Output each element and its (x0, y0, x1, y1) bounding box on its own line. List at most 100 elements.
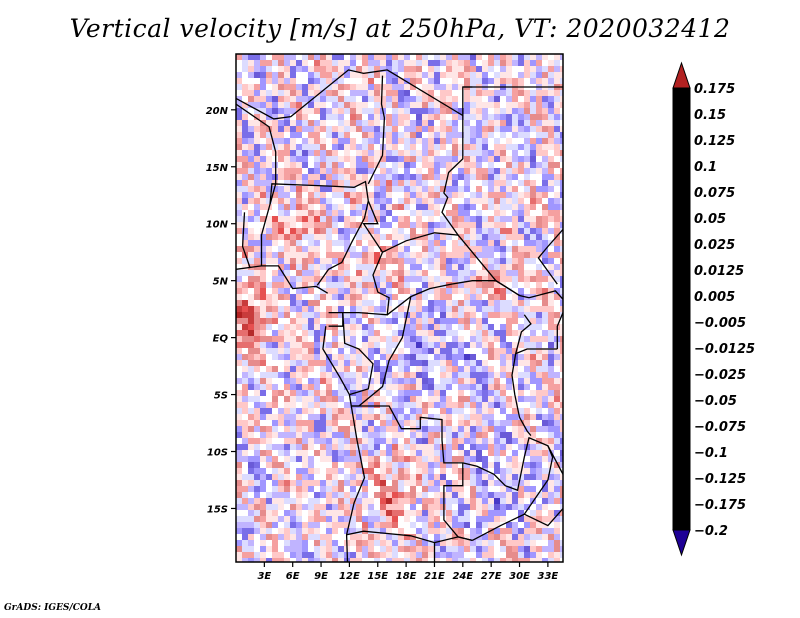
field-cell (386, 72, 393, 79)
field-cell (410, 318, 417, 325)
field-cell (416, 360, 423, 367)
field-cell (428, 162, 435, 169)
field-cell (362, 252, 369, 259)
field-cell (506, 528, 513, 535)
field-cell (428, 390, 435, 397)
field-cell (242, 426, 249, 433)
field-cell (356, 462, 363, 469)
field-cell (398, 306, 405, 313)
field-cell (464, 420, 471, 427)
field-cell (488, 546, 495, 553)
field-cell (368, 246, 375, 253)
field-cell (278, 234, 285, 241)
field-cell (296, 504, 303, 511)
field-cell (464, 162, 471, 169)
field-cell (410, 348, 417, 355)
field-cell (350, 162, 357, 169)
field-cell (386, 240, 393, 247)
field-cell (386, 486, 393, 493)
field-cell (560, 120, 563, 127)
field-cell (278, 210, 285, 217)
field-cell (446, 456, 453, 463)
field-cell (470, 234, 477, 241)
field-cell (248, 324, 255, 331)
field-cell (404, 432, 411, 439)
field-cell (554, 228, 561, 235)
field-cell (398, 444, 405, 451)
field-cell (296, 252, 303, 259)
field-cell (236, 78, 243, 85)
field-cell (296, 204, 303, 211)
field-cell (458, 240, 465, 247)
field-cell (518, 426, 525, 433)
field-cell (380, 210, 387, 217)
field-cell (344, 228, 351, 235)
field-cell (452, 432, 459, 439)
field-cell (272, 78, 279, 85)
field-cell (290, 186, 297, 193)
field-cell (542, 222, 549, 229)
field-cell (302, 552, 309, 559)
field-cell (542, 414, 549, 421)
field-cell (242, 390, 249, 397)
field-cell (398, 330, 405, 337)
field-cell (284, 324, 291, 331)
field-cell (536, 246, 543, 253)
field-cell (554, 90, 561, 97)
field-cell (260, 90, 267, 97)
field-cell (464, 222, 471, 229)
field-cell (530, 288, 537, 295)
field-cell (374, 120, 381, 127)
field-cell (338, 354, 345, 361)
field-cell (470, 372, 477, 379)
field-cell (290, 126, 297, 133)
field-cell (536, 240, 543, 247)
field-cell (320, 528, 327, 535)
field-cell (248, 354, 255, 361)
field-cell (290, 366, 297, 373)
field-cell (398, 288, 405, 295)
field-cell (236, 156, 243, 163)
field-cell (428, 462, 435, 469)
field-cell (320, 378, 327, 385)
field-cell (404, 456, 411, 463)
field-cell (344, 402, 351, 409)
field-cell (536, 408, 543, 415)
field-cell (350, 372, 357, 379)
field-cell (272, 540, 279, 547)
field-cell (470, 210, 477, 217)
field-cell (536, 552, 543, 559)
field-cell (482, 516, 489, 523)
field-cell (404, 282, 411, 289)
field-cell (296, 540, 303, 547)
field-cell (512, 60, 519, 67)
field-cell (368, 522, 375, 529)
field-cell (488, 306, 495, 313)
field-cell (470, 138, 477, 145)
field-cell (344, 336, 351, 343)
field-cell (248, 402, 255, 409)
field-cell (398, 270, 405, 277)
field-cell (416, 330, 423, 337)
field-cell (236, 486, 243, 493)
field-cell (260, 354, 267, 361)
field-cell (542, 528, 549, 535)
field-cell (422, 192, 429, 199)
field-cell (452, 150, 459, 157)
field-cell (386, 114, 393, 121)
field-cell (470, 312, 477, 319)
field-cell (290, 498, 297, 505)
field-cell (416, 210, 423, 217)
field-cell (446, 186, 453, 193)
field-cell (524, 252, 531, 259)
field-cell (554, 372, 561, 379)
field-cell (302, 408, 309, 415)
field-cell (368, 492, 375, 499)
field-cell (470, 90, 477, 97)
field-cell (530, 318, 537, 325)
field-cell (332, 528, 339, 535)
field-cell (560, 534, 563, 541)
field-cell (554, 114, 561, 121)
field-cell (332, 132, 339, 139)
field-cell (272, 90, 279, 97)
